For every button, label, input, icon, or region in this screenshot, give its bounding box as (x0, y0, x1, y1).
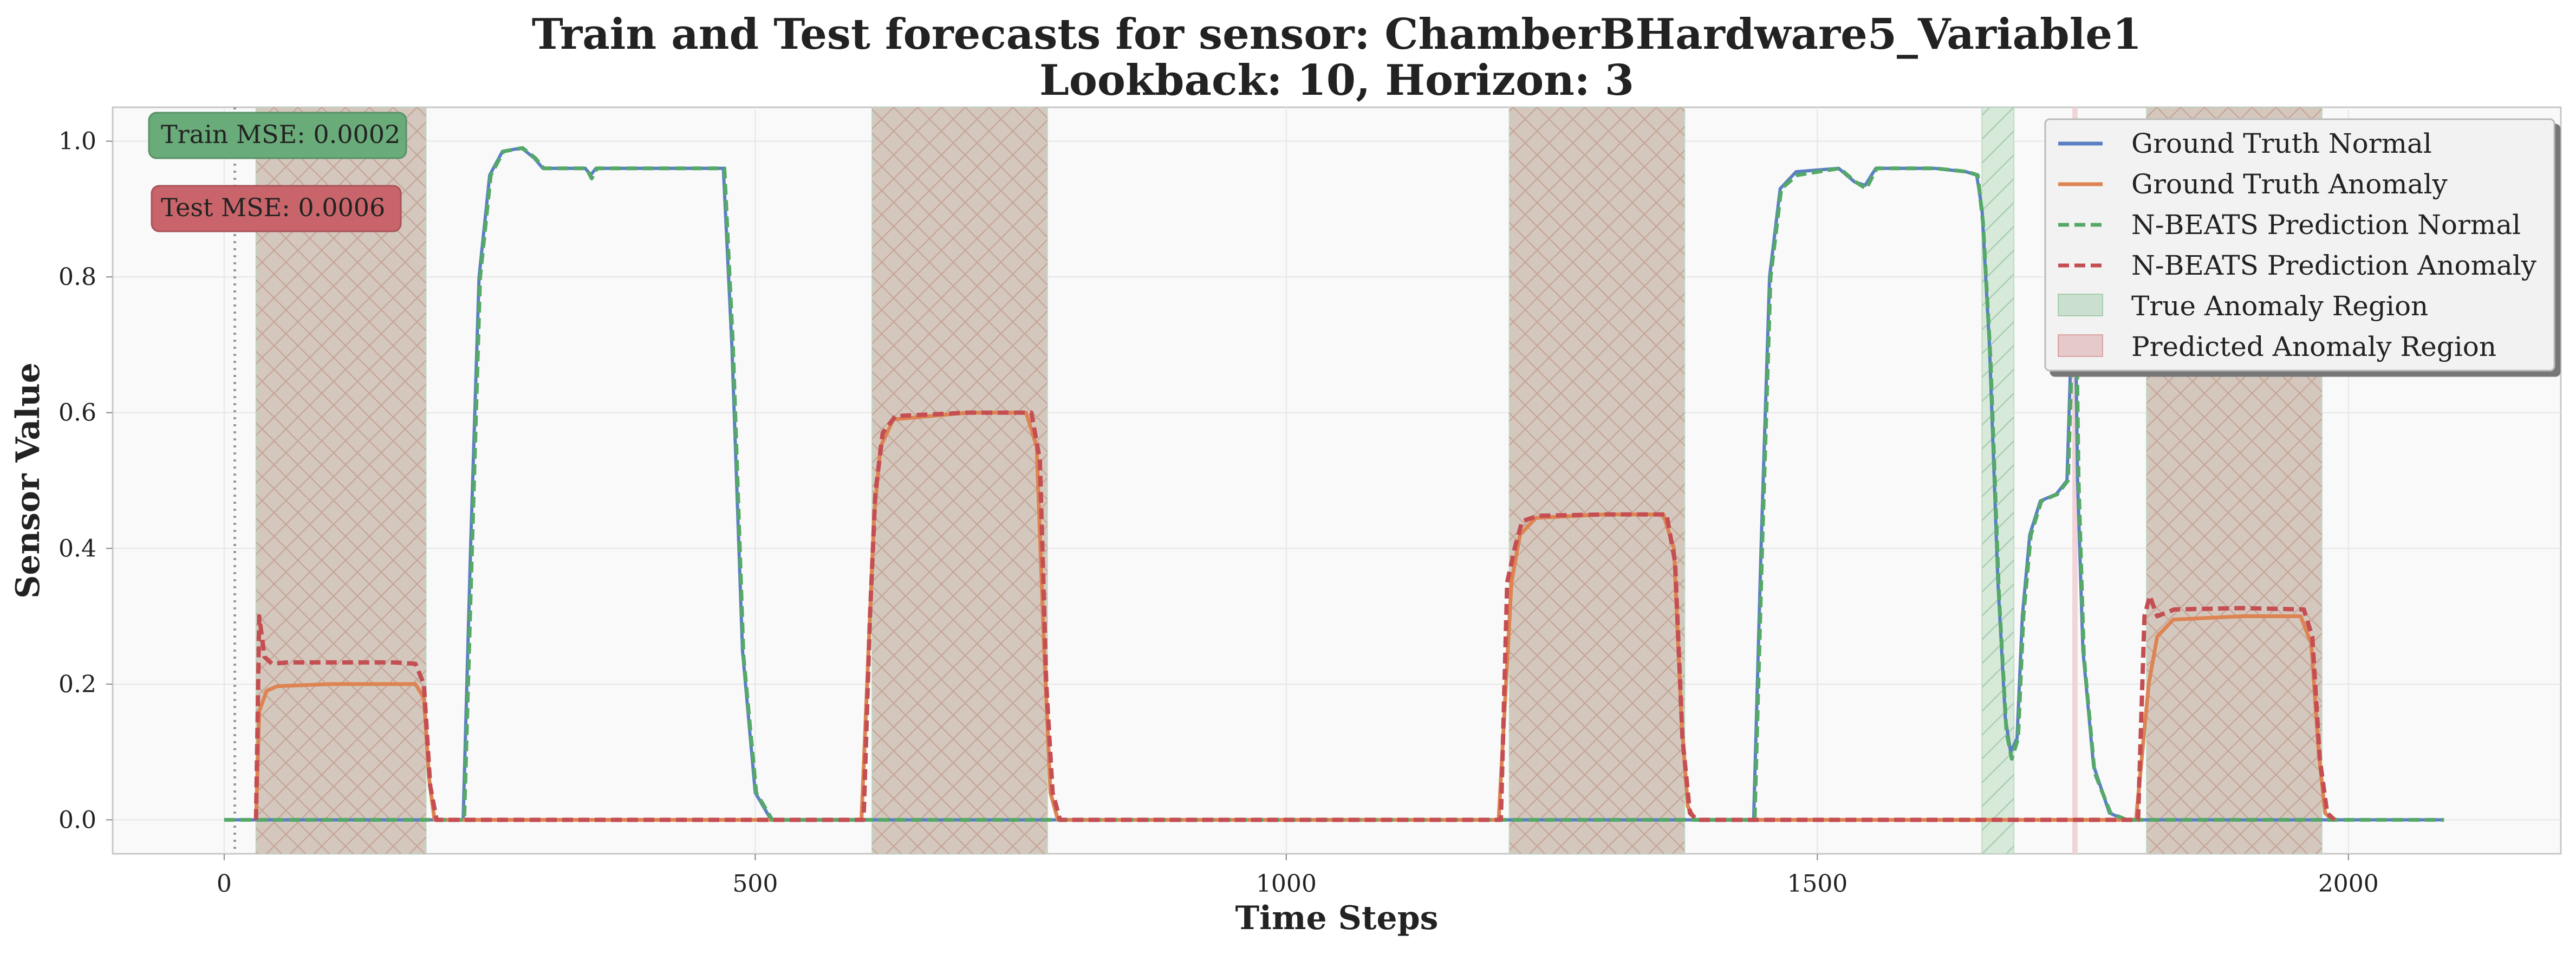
legend-label: N-BEATS Prediction Anomaly (2131, 250, 2537, 281)
y-tick-label: 0.4 (58, 535, 96, 562)
chart-title-line1: Train and Test forecasts for sensor: Cha… (532, 10, 2142, 59)
predicted-anomaly-region (2072, 107, 2078, 854)
x-tick-label: 0 (217, 870, 232, 898)
test-mse-box (151, 185, 402, 232)
region-hatch (1509, 107, 1685, 854)
y-tick-label: 0.8 (58, 263, 96, 291)
legend-swatch (2058, 334, 2103, 357)
legend-label: Predicted Anomaly Region (2131, 331, 2496, 362)
legend: Ground Truth Normal Ground Truth Anomaly N… (2044, 118, 2555, 372)
y-tick-label: 1.0 (58, 128, 96, 155)
test-mse-label: Test MSE: 0.0006 (161, 193, 385, 222)
n-beats-prediction-normal-line (224, 146, 2444, 822)
legend-label: True Anomaly Region (2131, 290, 2428, 322)
legend-items: Ground Truth Normal Ground Truth Anomaly N… (2058, 128, 2537, 362)
legend-label: Ground Truth Anomaly (2131, 168, 2448, 200)
chart-title-line2: Lookback: 10, Horizon: 3 (1039, 56, 1634, 105)
legend-label: N-BEATS Prediction Normal (2131, 209, 2521, 241)
legend-box (2044, 118, 2555, 372)
x-tick-label: 1000 (1256, 870, 1317, 898)
train-mse-label: Train MSE: 0.0002 (161, 120, 400, 149)
test-mse-annotation: Test MSE: 0.0006 (151, 185, 402, 232)
train-mse-box (148, 112, 407, 159)
legend-label: Ground Truth Normal (2131, 128, 2432, 159)
x-tick-label: 500 (732, 870, 778, 898)
series (224, 146, 2444, 822)
y-tick-label: 0.0 (58, 806, 96, 834)
legend-swatch (2058, 294, 2103, 316)
y-tick-label: 0.6 (58, 399, 96, 427)
tick-labels: 0 500 1000 1500 2000 0.0 0.2 0.4 0.6 0.8 1.0 (58, 128, 2379, 898)
x-tick-label: 1500 (1787, 870, 1848, 898)
x-tick-label: 2000 (2318, 870, 2379, 898)
y-tick-label: 0.2 (58, 671, 96, 698)
train-mse-annotation: Train MSE: 0.0002 (148, 112, 407, 159)
region-hatch (872, 107, 1048, 854)
y-axis-label: Sensor Value (9, 362, 47, 599)
x-axis-label: Time Steps (1235, 899, 1439, 937)
